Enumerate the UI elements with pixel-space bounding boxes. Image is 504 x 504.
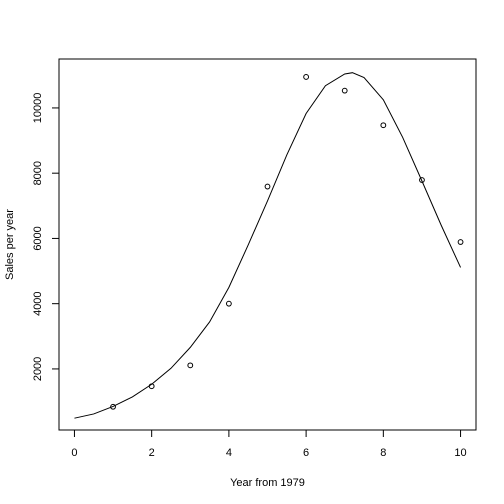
x-tick-label: 4	[226, 447, 232, 459]
data-point	[380, 122, 387, 129]
data-point	[419, 177, 425, 183]
y-tick-label: 4000	[32, 291, 44, 315]
data-point	[457, 239, 464, 245]
data-point	[110, 403, 116, 410]
data-point	[187, 362, 194, 369]
x-axis: 0 2 4 6 8 10	[71, 429, 467, 459]
x-tick-label: 8	[380, 447, 386, 459]
data-point	[264, 183, 271, 190]
data-point	[303, 74, 310, 80]
x-tick-label: 2	[149, 447, 155, 459]
data-points	[110, 74, 464, 410]
x-tick-label: 6	[303, 447, 309, 459]
y-tick-label: 10000	[32, 93, 44, 124]
y-axis: 2000 4000 6000 8000 10000	[32, 93, 60, 381]
x-axis-label: Year from 1979	[230, 477, 305, 489]
y-axis-label: Sales per year	[4, 209, 16, 280]
y-tick-label: 2000	[32, 357, 44, 381]
data-point	[225, 300, 232, 307]
x-tick-label: 10	[454, 447, 466, 459]
data-point	[341, 87, 348, 94]
data-point	[148, 383, 155, 390]
fitted-curve	[74, 72, 462, 419]
x-tick-label: 0	[71, 447, 77, 459]
y-tick-label: 6000	[32, 226, 44, 250]
y-tick-label: 8000	[32, 161, 44, 185]
